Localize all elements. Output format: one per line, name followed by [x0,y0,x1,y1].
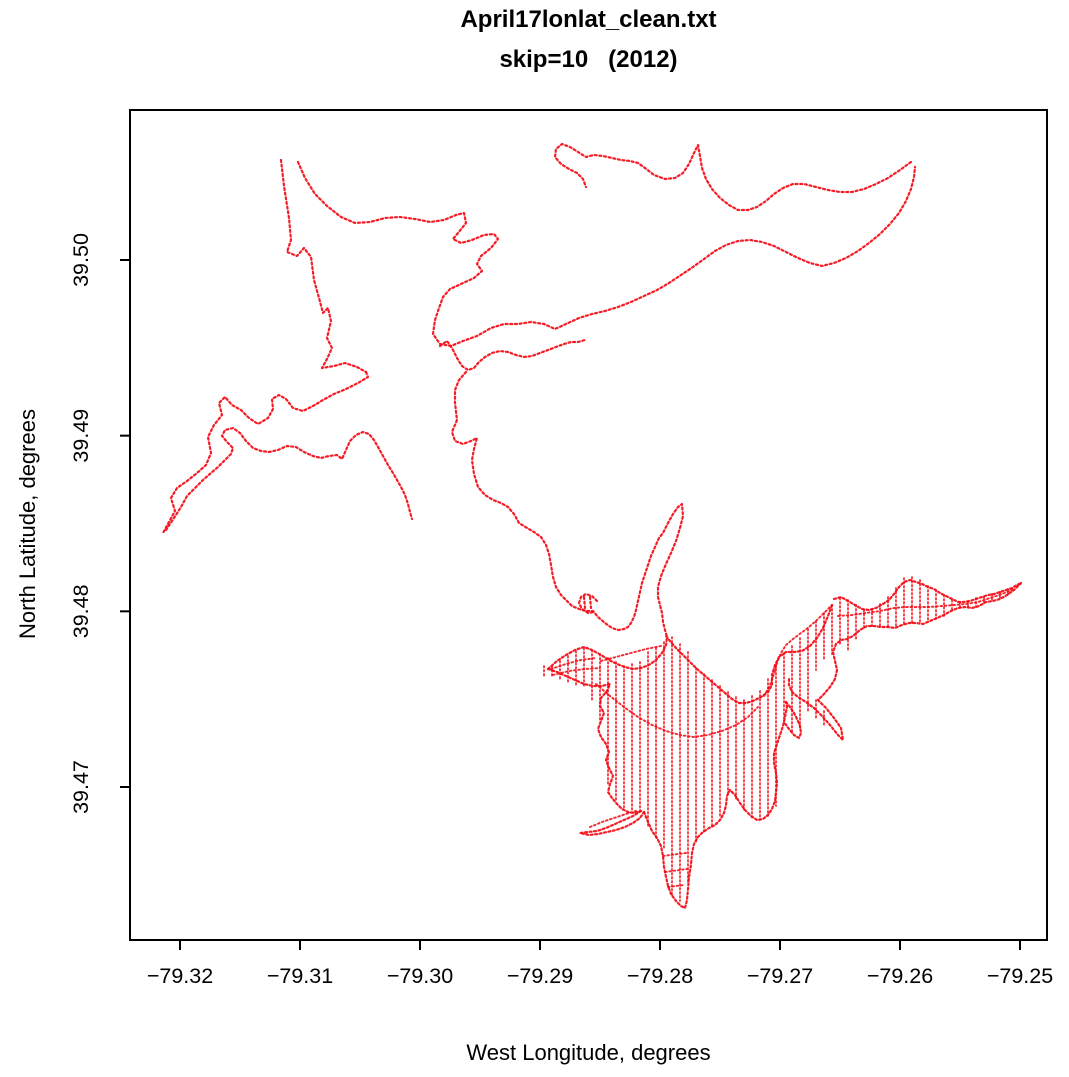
x-tick-label: −79.29 [507,964,573,988]
shoreline-track [164,426,414,532]
x-tick-label: −79.30 [387,964,453,988]
x-tick-label: −79.26 [867,964,933,988]
x-tick-label: −79.25 [987,964,1053,988]
survey-inner-track [600,645,662,662]
survey-inner-track [550,657,597,670]
x-tick-label: −79.27 [747,964,813,988]
y-tick-label: 39.48 [69,584,93,638]
y-tick-label: 39.49 [69,409,93,463]
survey-boundary-track [578,809,646,837]
survey-inner-track [763,604,833,697]
shoreline-track [577,592,599,615]
x-tick-label: −79.32 [147,964,213,988]
y-tick-label: 39.47 [69,760,93,814]
shoreline-track [438,338,587,372]
survey-inner-track [589,810,637,828]
y-tick-label: 39.50 [69,233,93,287]
chart-subtitle: skip=10 (2012) [499,46,678,73]
shoreline-track [296,160,917,348]
survey-boundary-track [787,675,845,742]
x-tick-label: −79.28 [627,964,693,988]
chart-title: April17lonlat_clean.txt [460,6,717,33]
shoreline-track [553,142,913,212]
shoreline-track [588,595,593,610]
survey-boundary-track [546,667,643,815]
shoreline-track [582,595,587,610]
plot-frame [129,109,1048,941]
x-axis-label: West Longitude, degrees [466,1040,711,1065]
shoreline-track [279,158,368,374]
shoreline-track [450,370,685,639]
survey-inner-track [552,667,601,676]
survey-boundary-track [816,581,1023,702]
survey-inner-track [664,868,688,873]
x-tick-label: −79.31 [267,964,333,988]
survey-boundary-track [832,578,1023,612]
shoreline-track [161,370,370,535]
y-axis-label: North Latitude, degrees [15,409,40,639]
survey-inner-track [595,683,759,738]
survey-boundary-track [664,603,834,705]
survey-boundary-track [546,635,669,671]
survey-inner-track [837,588,1015,617]
survey-inner-track [667,884,685,888]
survey-inner-track [662,852,687,857]
